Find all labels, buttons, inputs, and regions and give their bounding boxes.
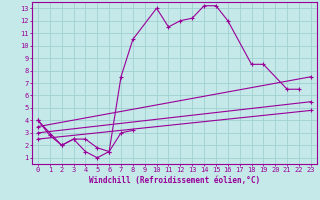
X-axis label: Windchill (Refroidissement éolien,°C): Windchill (Refroidissement éolien,°C) [89, 176, 260, 185]
